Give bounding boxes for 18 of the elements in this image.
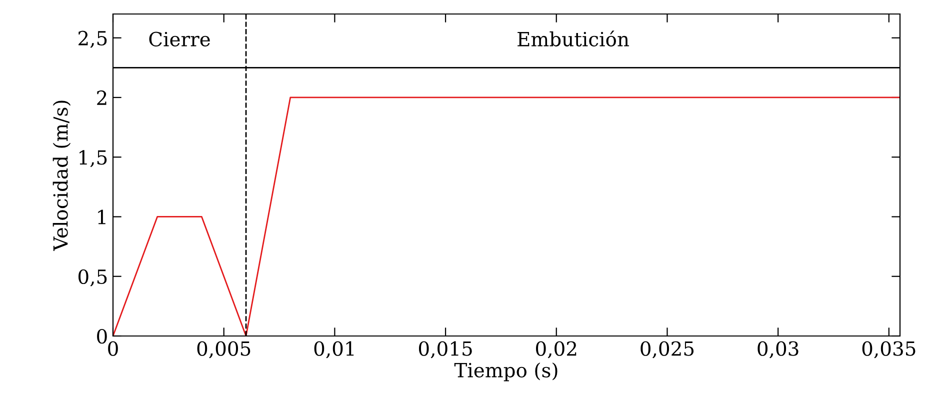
x-tick-label: 0,005 bbox=[197, 341, 250, 358]
x-tick-label: 0 bbox=[108, 341, 118, 356]
x-tick-label: 0,025 bbox=[640, 341, 694, 358]
x-tick-label: 0,035 bbox=[862, 341, 916, 358]
x-axis-title: Tiempo (s) bbox=[454, 362, 558, 382]
y-tick-label: 2,5 bbox=[78, 30, 107, 48]
annotation: Cierre bbox=[149, 32, 210, 46]
annotation: Embutición bbox=[518, 30, 629, 46]
y-tick-label: 1,5 bbox=[80, 150, 107, 168]
y-tick-label: 0,5 bbox=[78, 269, 107, 286]
x-tick-label: 0,03 bbox=[758, 341, 798, 358]
y-tick-label: 1 bbox=[98, 210, 106, 224]
y-tick-label: 2 bbox=[97, 90, 106, 105]
x-tick-label: 0,015 bbox=[418, 341, 472, 358]
x-tick-label: 0,02 bbox=[536, 341, 576, 358]
x-tick-label: 0,01 bbox=[314, 341, 354, 358]
y-tick-label: 0 bbox=[97, 328, 107, 344]
y-axis-title: Velocidad (m/s) bbox=[52, 100, 71, 251]
